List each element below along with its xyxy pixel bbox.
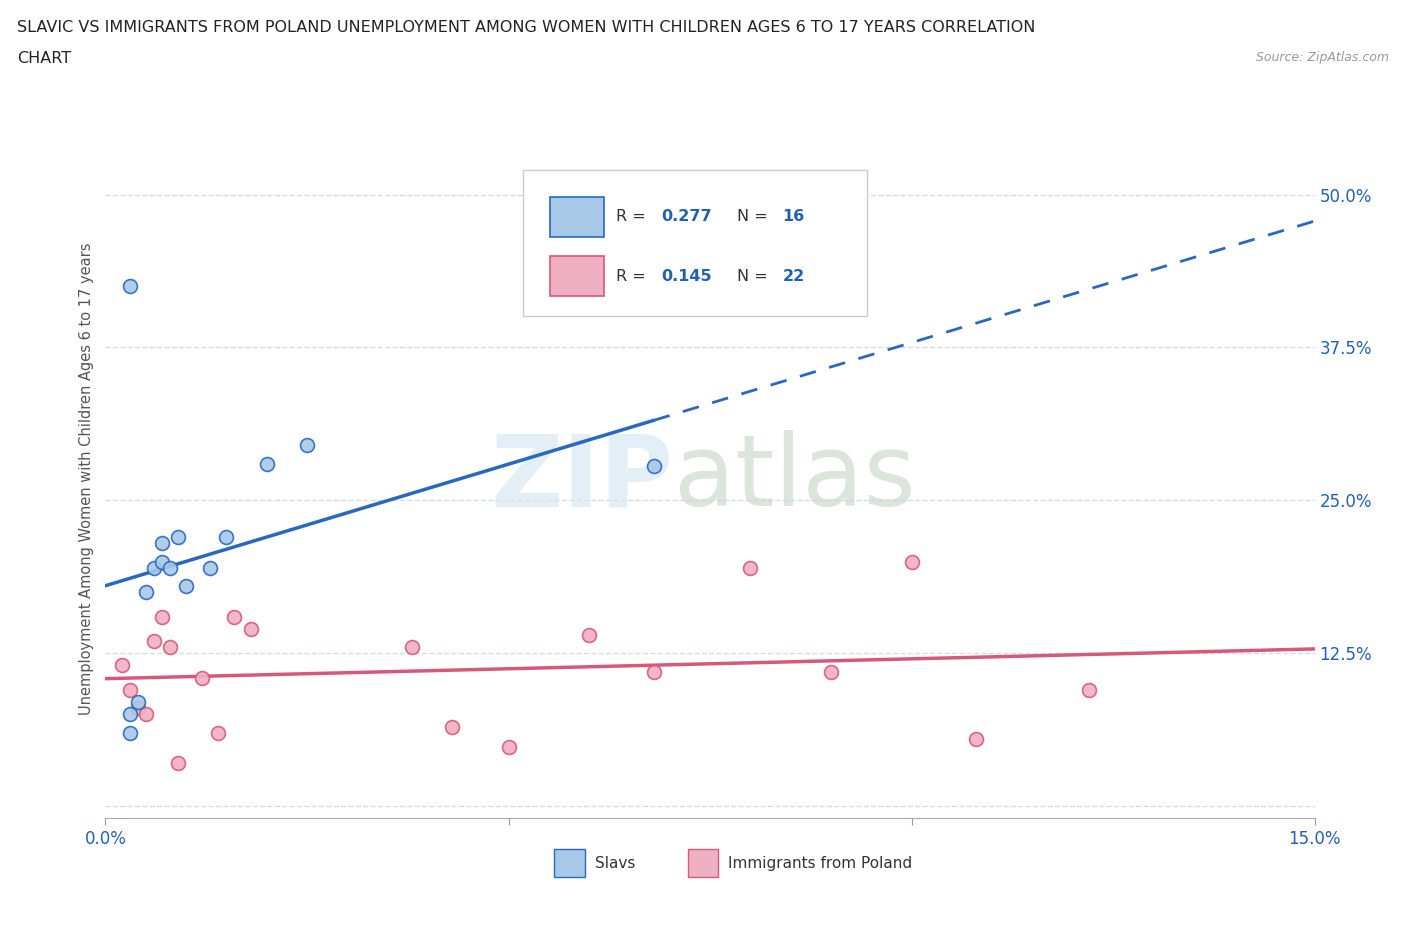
Point [239,621,262,636]
Text: 0.277: 0.277 [662,209,713,224]
Point [578,628,600,643]
Point [167,529,190,544]
Point [150,554,173,569]
Text: R =: R = [616,209,651,224]
Point [118,707,141,722]
Point [643,458,665,473]
FancyBboxPatch shape [523,170,868,316]
Point [167,756,190,771]
Point [142,633,165,648]
Text: 16: 16 [783,209,804,224]
Text: R =: R = [616,269,651,284]
Text: Immigrants from Poland: Immigrants from Poland [728,856,912,870]
Y-axis label: Unemployment Among Women with Children Ages 6 to 17 years: Unemployment Among Women with Children A… [79,243,94,715]
Point [142,560,165,575]
Point [900,554,922,569]
Point [118,279,141,294]
Point [401,640,423,655]
Point [135,585,157,600]
Point [118,683,141,698]
Point [441,719,464,734]
Text: N =: N = [737,209,772,224]
Point [965,732,987,747]
Point [498,740,520,755]
Point [200,560,222,575]
Point [295,438,318,453]
Point [256,457,278,472]
Text: 22: 22 [783,269,804,284]
Point [174,578,197,593]
Point [215,529,238,544]
Point [643,664,665,679]
Text: Slavs: Slavs [595,856,636,870]
Text: Source: ZipAtlas.com: Source: ZipAtlas.com [1256,51,1389,64]
Point [159,560,181,575]
Point [110,658,132,673]
Text: 0.145: 0.145 [662,269,713,284]
FancyBboxPatch shape [550,196,603,236]
Text: atlas: atlas [673,431,915,527]
Point [127,701,149,716]
Point [1077,683,1099,698]
Point [118,725,141,740]
Point [224,609,246,624]
Point [207,725,229,740]
Point [740,560,762,575]
Text: N =: N = [737,269,772,284]
Point [159,640,181,655]
Text: ZIP: ZIP [491,431,673,527]
Point [135,707,157,722]
Point [150,609,173,624]
Point [127,695,149,710]
FancyBboxPatch shape [550,256,603,296]
Text: SLAVIC VS IMMIGRANTS FROM POLAND UNEMPLOYMENT AMONG WOMEN WITH CHILDREN AGES 6 T: SLAVIC VS IMMIGRANTS FROM POLAND UNEMPLO… [17,20,1035,35]
Point [191,671,214,685]
Text: CHART: CHART [17,51,70,66]
Point [820,664,842,679]
Point [150,536,173,551]
